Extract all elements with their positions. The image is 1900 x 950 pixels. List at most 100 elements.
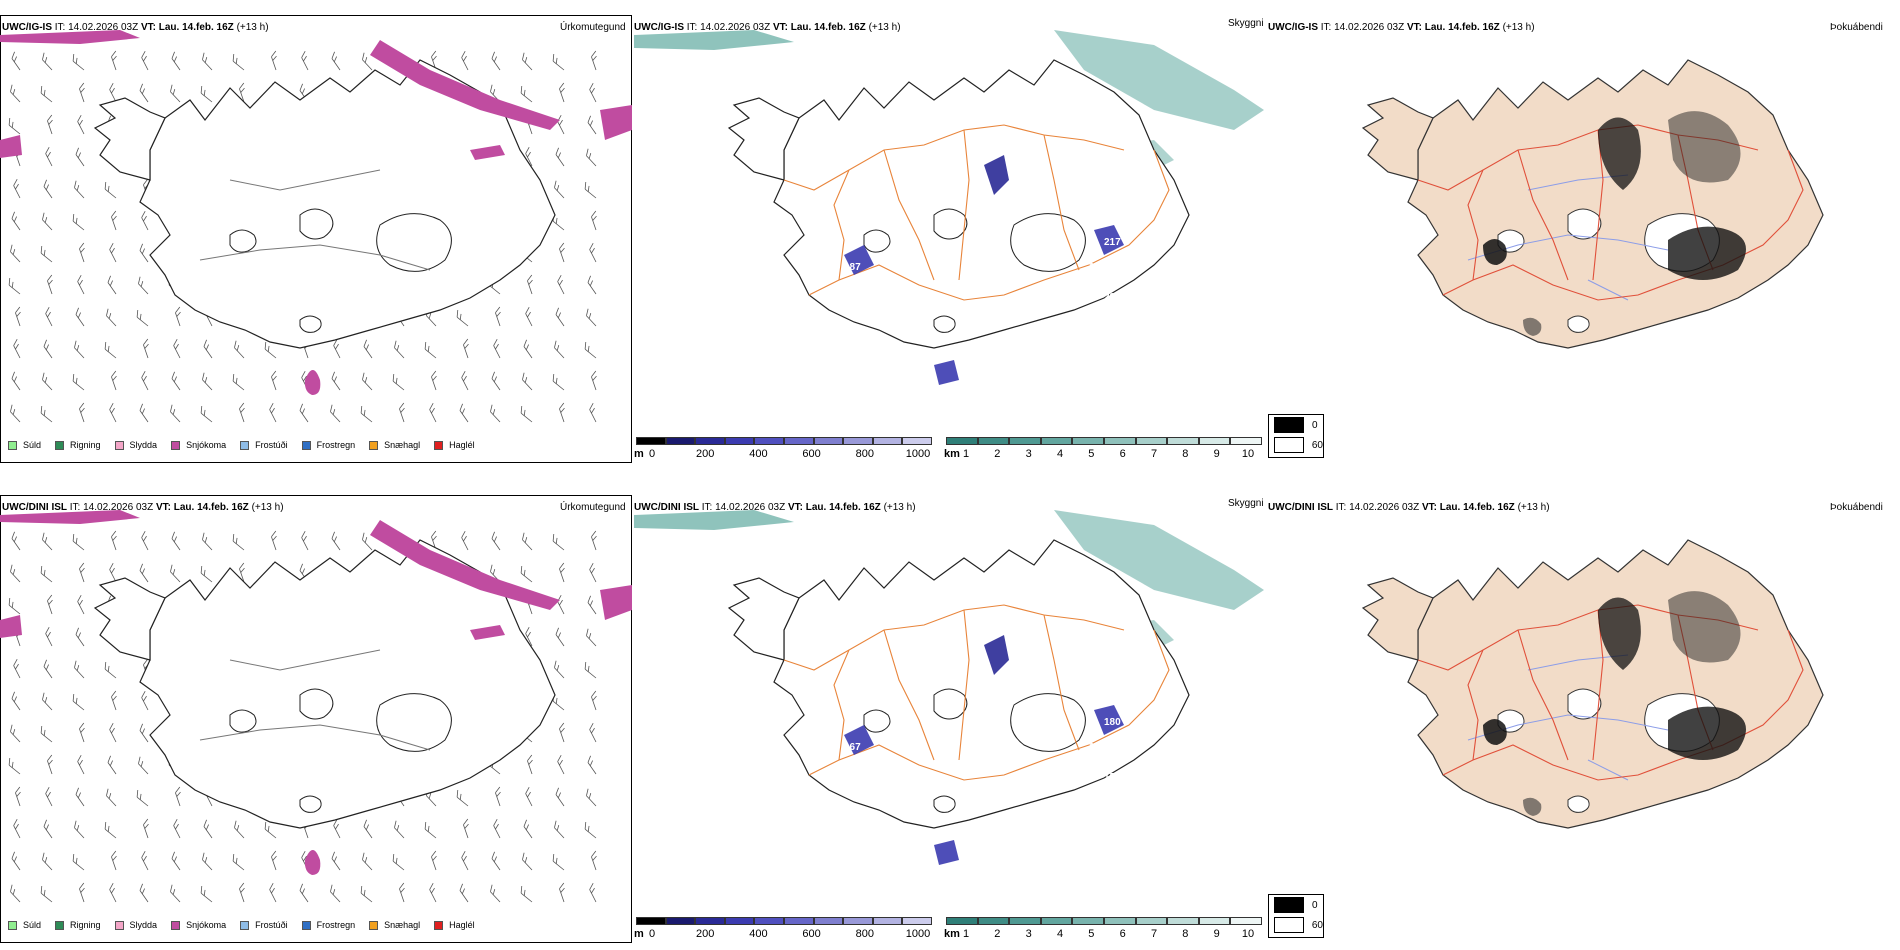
cloudbase-area (934, 360, 959, 385)
wind-barb (77, 275, 85, 295)
wind-barb-flag (559, 279, 563, 286)
wind-barb-staff (493, 345, 501, 359)
wind-barb-flag (203, 819, 207, 827)
wind-barb-flag (560, 87, 565, 93)
wind-barb-flag (139, 243, 143, 251)
wind-barb-staff (555, 154, 565, 167)
wind-barb-flag (107, 345, 110, 352)
wind-barb-flag (363, 409, 366, 416)
fog-panel-label: Þokuábendi (1830, 22, 1883, 33)
colorbar-unit: km (944, 928, 960, 940)
fog-legend-swatch (1274, 417, 1304, 433)
westfjords-coastline (727, 577, 800, 661)
wind-barb (584, 661, 597, 679)
wind-barb-staff (456, 796, 469, 807)
wind-barb-flag (47, 791, 51, 798)
wind-barb (399, 402, 405, 423)
wind-barb-flag (104, 341, 107, 350)
langjokull-outline (299, 208, 334, 240)
wind-barb-flag (139, 403, 143, 411)
legend-swatch (301, 920, 311, 930)
wind-barb-flag (362, 852, 365, 860)
wind-barb-flag (523, 569, 526, 576)
wind-barb-staff (589, 249, 597, 263)
wind-barb (271, 530, 277, 551)
wind-barb-staff (559, 248, 565, 263)
wind-barb-flag (140, 760, 144, 767)
wind-barb-staff (141, 217, 149, 231)
colorbar-cell (843, 917, 873, 925)
wind-barb (202, 52, 213, 71)
wind-barb-staff (77, 761, 85, 775)
wind-barb-flag (141, 531, 146, 538)
colorbar-cell (1072, 437, 1104, 445)
wind-barb (75, 627, 85, 647)
wind-barb-staff (234, 827, 245, 839)
precip-legend: Súld Rigning Slydda Snjókoma Frostúði Frostre… (8, 440, 489, 450)
wind-barb (493, 819, 501, 839)
wind-barb-flag (43, 889, 46, 896)
wind-barb-staff (175, 312, 181, 327)
wind-barb-flag (200, 565, 203, 574)
wind-barb-flag (592, 55, 597, 61)
wind-barb-staff (394, 347, 405, 359)
fog-area (1668, 591, 1741, 663)
wind-barb (109, 243, 117, 263)
wind-barb-flag (591, 850, 597, 858)
wind-barb-flag (495, 343, 499, 350)
wind-barb-flag (107, 185, 110, 192)
wind-barb-staff (587, 602, 597, 615)
wind-barb-flag (557, 275, 562, 282)
colorbar-tick: 9 (1213, 928, 1220, 940)
wind-barb-flag (522, 52, 525, 60)
wind-barb-flag (40, 885, 43, 894)
wind-barb-flag (47, 594, 53, 602)
wind-barb-flag (592, 535, 597, 541)
wind-barb (203, 819, 213, 839)
wind-barb-flag (591, 567, 595, 574)
wind-barb-flag (48, 119, 53, 125)
wind-barb (42, 532, 53, 551)
colorbar-tick: 6 (1119, 928, 1126, 940)
wind-barb-staff (40, 412, 53, 423)
wind-barb-staff (362, 59, 373, 71)
wind-barb-flag (495, 823, 499, 830)
wind-barb-flag (240, 887, 245, 893)
wind-barb-flag (235, 57, 238, 64)
wind-barb-flag (427, 825, 430, 832)
vatnajokull-outline (376, 693, 452, 752)
wind-barb-flag (44, 536, 48, 543)
wind-barb-staff (424, 828, 437, 839)
wind-barb-staff (141, 857, 149, 871)
wind-barb-flag (11, 371, 15, 379)
wind-barb-flag (335, 343, 339, 350)
wind-barb (456, 309, 469, 327)
colorbar-tick: 10 (1241, 448, 1255, 460)
visibility-panel-label: Skyggni (1228, 498, 1264, 509)
wind-barb-flag (269, 403, 274, 410)
wind-barb-flag (47, 311, 51, 318)
wind-barb-flag (112, 375, 117, 381)
wind-barb-flag (524, 536, 528, 543)
wind-barb-flag (79, 759, 83, 766)
wind-barb-flag (80, 567, 85, 573)
road-line (1043, 614, 1080, 751)
precip-legend: Súld Rigning Slydda Snjókoma Frostúði Frostre… (8, 920, 489, 930)
wind-barb (559, 82, 565, 103)
wind-barb-flag (556, 664, 560, 671)
wind-barb-flag (235, 857, 238, 864)
wind-barb-staff (232, 60, 245, 71)
iceland-coastline (773, 539, 1190, 829)
wind-barb (104, 341, 117, 359)
wind-barb (200, 85, 213, 103)
wind-barb-staff (74, 827, 85, 839)
colorbar-tick: 1 (962, 928, 970, 940)
wind-barb-flag (200, 885, 203, 894)
wind-barb (40, 565, 53, 583)
wind-barb (136, 789, 149, 807)
wind-barb-staff (424, 348, 437, 359)
wind-barb-flag (303, 375, 307, 382)
wind-barb-flag (111, 50, 117, 58)
wind-barb (141, 51, 149, 71)
wind-barb-flag (559, 722, 565, 730)
